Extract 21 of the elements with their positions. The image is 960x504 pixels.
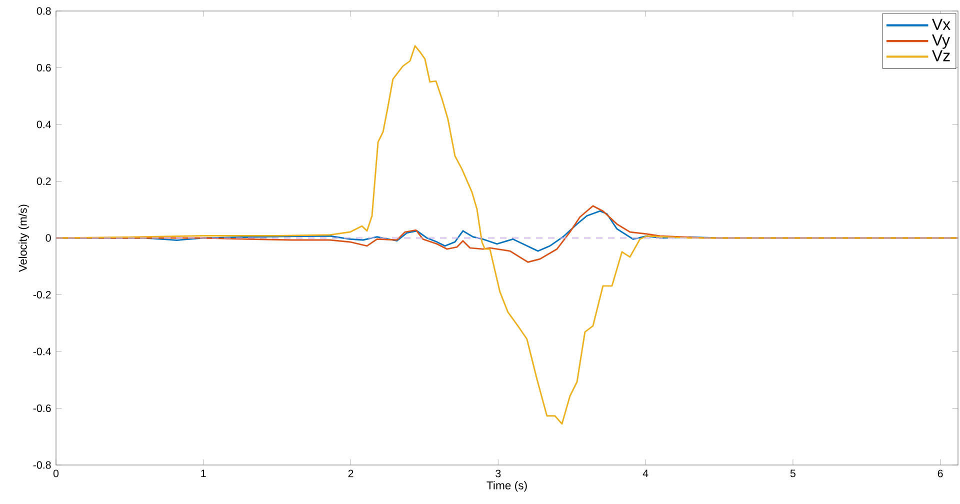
x-tick-label: 4 [642,470,648,478]
x-tick-label: 3 [496,470,501,478]
y-tick-label: 0.8 [36,7,51,15]
x-tick-label: 1 [201,470,206,478]
x-tick-label: 2 [348,470,354,478]
y-tick-label: -0.6 [33,404,51,412]
y-tick-label: 0.6 [36,64,51,72]
y-tick-label: 0.4 [36,120,51,128]
legend-label: Vx [932,18,950,30]
y-tick-label: -0.8 [33,461,51,469]
x-tick-label: 6 [938,470,943,478]
y-tick-label: 0.2 [36,177,51,186]
x-tick-label: 5 [790,470,796,478]
y-tick-label: -0.2 [33,290,51,299]
y-tick-label: 0 [46,234,51,242]
y-tick-label: -0.4 [33,348,51,356]
x-tick-label: 0 [53,470,59,478]
y-axis-title: Velocity (m/s) [18,204,30,272]
legend-label: Vz [932,50,950,62]
x-axis-title: Time (s) [486,481,527,492]
legend-label: Vy [932,34,950,49]
